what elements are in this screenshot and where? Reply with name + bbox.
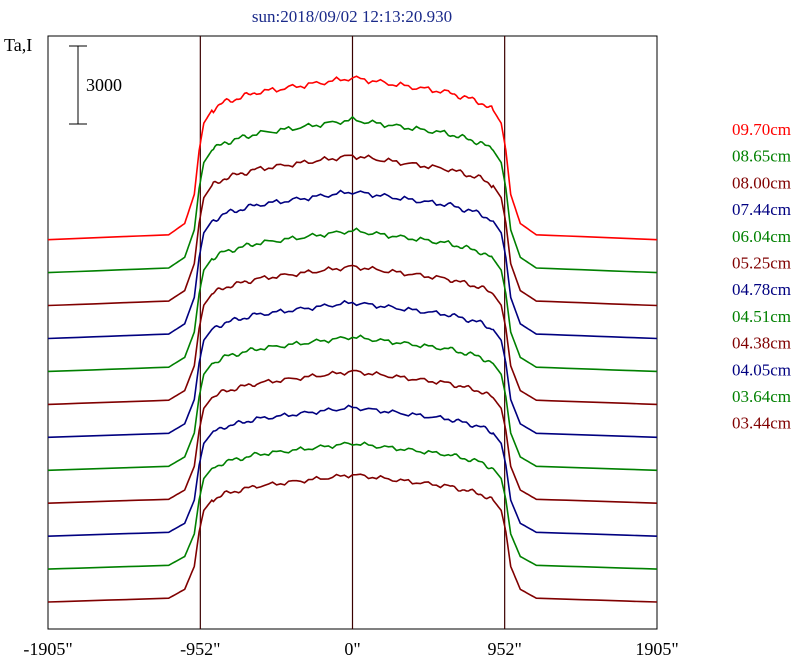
series-line-04.38cm: [47, 369, 658, 504]
x-tick-label: 1905": [635, 639, 678, 659]
scale-bar: 3000: [69, 45, 122, 125]
series-line-04.05cm: [47, 404, 658, 537]
series-line-08.00cm: [47, 154, 658, 307]
legend-entry: 04.78cm: [732, 280, 791, 299]
series-line-04.51cm: [47, 334, 658, 472]
series-line-05.25cm: [47, 264, 658, 406]
legend-entry: 03.44cm: [732, 414, 791, 433]
legend-entry: 09.70cm: [732, 120, 791, 139]
y-axis-label: Ta,I: [4, 35, 32, 55]
legend: 09.70cm 08.65cm 08.00cm 07.44cm 06.04cm 05.25…: [732, 120, 791, 433]
x-tick-label: 0": [344, 639, 360, 659]
series-line-03.44cm: [47, 473, 658, 603]
series-group: [47, 75, 658, 603]
series-line-07.44cm: [47, 189, 658, 340]
limb-markers: [199, 36, 506, 629]
series-line-06.04cm: [47, 227, 658, 373]
legend-entry: 04.51cm: [732, 307, 791, 326]
legend-entry: 04.38cm: [732, 334, 791, 353]
series-line-03.64cm: [47, 441, 658, 570]
legend-entry: 08.00cm: [732, 173, 791, 192]
legend-entry: 04.05cm: [732, 360, 791, 379]
legend-entry: 03.64cm: [732, 387, 791, 406]
x-tick-label: -952": [180, 639, 220, 659]
x-tick-label: -1905": [23, 639, 72, 659]
legend-entry: 08.65cm: [732, 147, 791, 166]
x-tick-labels: -1905" -952" 0" 952" 1905": [23, 639, 678, 659]
legend-entry: 07.44cm: [732, 200, 791, 219]
series-line-09.70cm: [47, 75, 658, 241]
x-tick-label: 952": [487, 639, 521, 659]
series-line-08.65cm: [47, 115, 658, 274]
scale-bar-label: 3000: [86, 75, 122, 95]
legend-entry: 05.25cm: [732, 254, 791, 273]
series-line-04.78cm: [47, 299, 658, 439]
chart-title: sun:2018/09/02 12:13:20.930: [252, 7, 452, 26]
legend-entry: 06.04cm: [732, 227, 791, 246]
